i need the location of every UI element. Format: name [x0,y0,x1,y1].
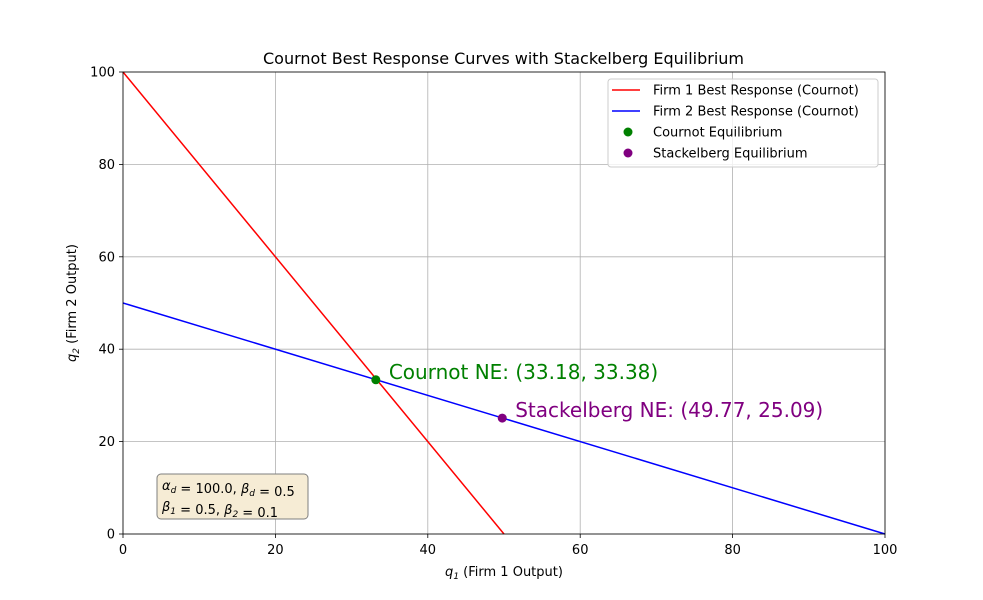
x-axis-title: q1 (Firm 1 Output) [445,565,563,582]
point-annotation: Stackelberg NE: (49.77, 25.09) [515,398,823,422]
legend-point-swatch [623,127,633,137]
annotation-layer: Cournot NE: (33.18, 33.38) Stackelberg NE… [389,360,823,422]
data-point [371,375,381,385]
x-tick-label: 80 [724,543,741,558]
legend-label: Cournot Equilibrium [653,126,782,141]
parameters-box-bg [156,473,309,520]
y-axis-title: q2 (Firm 2 Output) [65,244,82,362]
parameters-line-2: β1 = 0.5, β2 = 0.1 [161,500,278,521]
x-tick-label: 60 [572,543,589,558]
legend-point-swatch [623,148,633,158]
data-point [497,413,507,423]
parameters-line-1: αd = 100.0, βd = 0.5 [162,479,295,500]
x-tick-label: 40 [420,543,437,558]
y-tick-label: 60 [98,250,115,265]
series-line [122,71,505,535]
plot-frame [122,71,886,535]
legend: Firm 1 Best Response (Cournot) Firm 2 Bes… [607,78,879,168]
legend-label: Firm 1 Best Response (Cournot) [653,84,859,99]
chart-title: Cournot Best Response Curves with Stacke… [263,49,744,68]
point-annotation: Cournot NE: (33.18, 33.38) [389,360,658,384]
y-tick-label: 100 [90,66,115,81]
legend-label: Stackelberg Equilibrium [653,147,808,162]
parameters-box: αd = 100.0, βd = 0.5β1 = 0.5, β2 = 0.1 [156,473,309,521]
x-tick-label: 0 [119,543,127,558]
y-tick-label: 0 [107,528,115,543]
y-tick-label: 20 [98,435,115,450]
axis-layer: 0 20 40 60 80 100 0 20 40 60 80 100 q1 (Firm 1 Outpu… [65,66,897,583]
y-tick-label: 80 [98,158,115,173]
series-layer [122,71,886,535]
x-tick-label: 100 [873,543,898,558]
y-tick-label: 40 [98,343,115,358]
x-tick-label: 20 [267,543,284,558]
legend-box [607,78,879,168]
legend-label: Firm 2 Best Response (Cournot) [653,105,859,120]
